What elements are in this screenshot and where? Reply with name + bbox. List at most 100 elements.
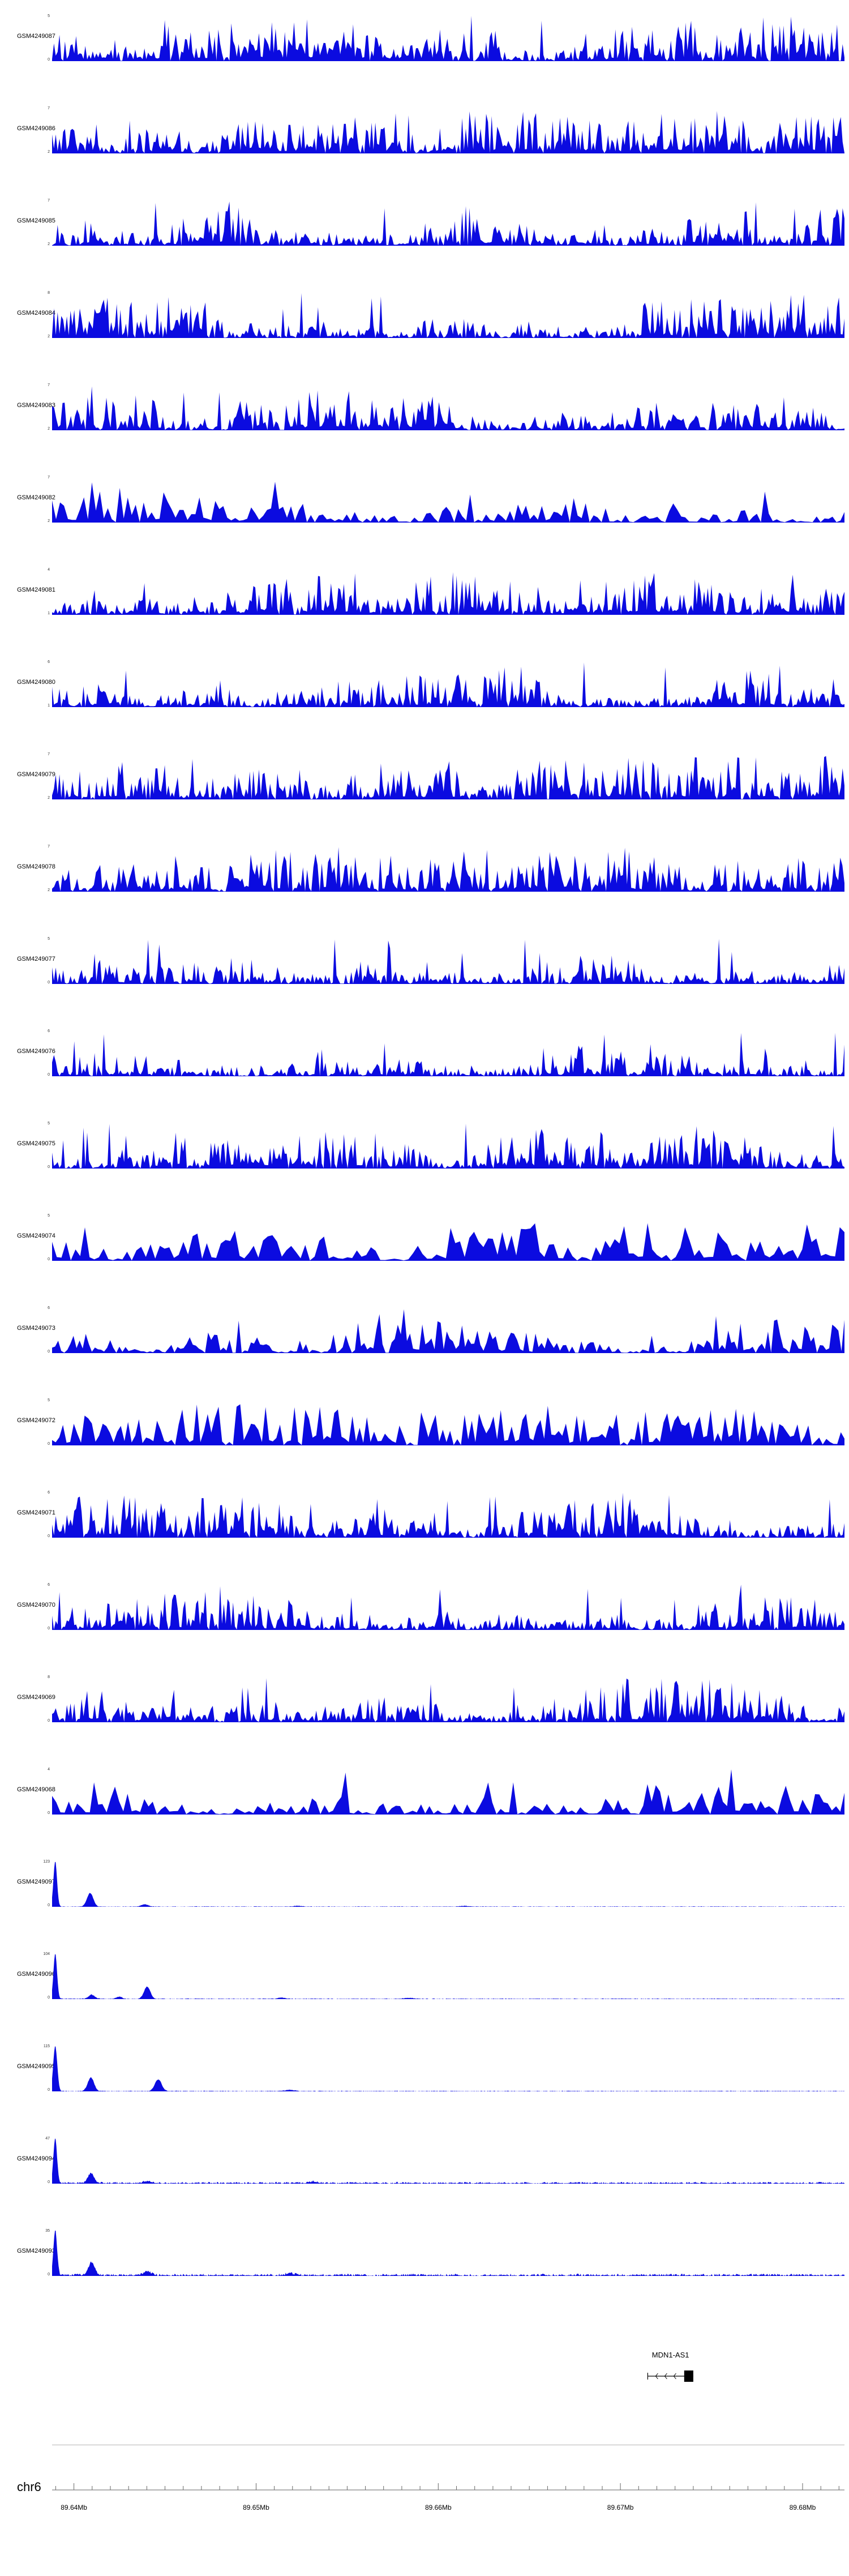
track-row: GSM4249087 5 0 bbox=[0, 7, 849, 99]
track-label: GSM4249078 bbox=[17, 863, 55, 870]
signal-plot bbox=[52, 2046, 844, 2091]
y-axis-max: 8 bbox=[48, 291, 50, 295]
track-label: GSM4249073 bbox=[17, 1325, 55, 1332]
signal-plot bbox=[52, 108, 844, 153]
track-label: GSM4249096 bbox=[17, 1971, 55, 1978]
y-axis-min: 2 bbox=[48, 150, 50, 154]
track-label: GSM4249080 bbox=[17, 679, 55, 686]
track-label: GSM4249093 bbox=[17, 2248, 55, 2254]
signal-area bbox=[52, 1678, 844, 1722]
track-row: GSM4249083 7 2 bbox=[0, 376, 849, 468]
y-axis-min: 0 bbox=[48, 1073, 50, 1077]
y-axis-min: 0 bbox=[48, 981, 50, 985]
signal-plot bbox=[52, 1308, 844, 1353]
y-axis-max: 5 bbox=[48, 1214, 50, 1218]
signal-area bbox=[52, 1585, 844, 1630]
track-label: GSM4249095 bbox=[17, 2063, 55, 2070]
track-label: GSM4249086 bbox=[17, 125, 55, 132]
track-row: GSM4249072 5 0 bbox=[0, 1391, 849, 1483]
signal-area bbox=[52, 756, 844, 799]
signal-plot bbox=[52, 662, 844, 707]
signal-area bbox=[52, 939, 844, 984]
track-row: GSM4249093 35 0 bbox=[0, 2222, 849, 2314]
signal-plot bbox=[52, 1862, 844, 1907]
axis-tick-label: 89.65Mb bbox=[243, 2504, 269, 2511]
y-axis-min: 2 bbox=[48, 888, 50, 892]
y-axis-max: 7 bbox=[48, 845, 50, 849]
track-row: GSM4249075 5 0 bbox=[0, 1114, 849, 1206]
signal-plot bbox=[52, 16, 844, 61]
track-label: GSM4249082 bbox=[17, 494, 55, 501]
track-label: GSM4249081 bbox=[17, 587, 55, 593]
signal-plot bbox=[52, 1954, 844, 1999]
y-axis-max: 6 bbox=[48, 660, 50, 664]
signal-area bbox=[52, 847, 844, 892]
y-axis-min: 0 bbox=[48, 1350, 50, 1354]
y-axis-min: 2 bbox=[48, 427, 50, 431]
track-label: GSM4249085 bbox=[17, 217, 55, 224]
signal-area bbox=[52, 662, 844, 707]
y-axis-min: 0 bbox=[48, 1165, 50, 1169]
y-axis-max: 4 bbox=[48, 568, 50, 572]
y-axis-max: 5 bbox=[48, 937, 50, 941]
signal-plot bbox=[52, 200, 844, 246]
signal-plot bbox=[52, 477, 844, 523]
signal-area bbox=[52, 572, 844, 615]
y-axis-min: 0 bbox=[48, 1719, 50, 1723]
signal-area bbox=[52, 1033, 844, 1076]
axis-tick-label: 89.67Mb bbox=[607, 2504, 634, 2511]
signal-area bbox=[52, 110, 844, 153]
y-axis-max: 7 bbox=[48, 383, 50, 387]
y-axis-max: 5 bbox=[48, 14, 50, 18]
y-axis-max: 8 bbox=[48, 1675, 50, 1679]
signal-area bbox=[52, 1769, 844, 1815]
track-label: GSM4249097 bbox=[17, 1878, 55, 1885]
y-axis-min: 0 bbox=[48, 2273, 50, 2277]
track-row: GSM4249070 6 0 bbox=[0, 1576, 849, 1668]
gene-model bbox=[647, 2370, 693, 2382]
signal-area bbox=[52, 1309, 844, 1353]
signal-area bbox=[52, 1954, 844, 1999]
signal-plot bbox=[52, 1031, 844, 1076]
y-axis-max: 104 bbox=[43, 1952, 50, 1956]
gene-name: MDN1-AS1 bbox=[651, 2351, 689, 2359]
y-axis-min: 0 bbox=[48, 1257, 50, 1261]
track-label: GSM4249077 bbox=[17, 956, 55, 962]
signal-plot bbox=[52, 2138, 844, 2184]
signal-area bbox=[52, 1123, 844, 1169]
track-label: GSM4249094 bbox=[17, 2155, 55, 2162]
y-axis-min: 0 bbox=[48, 1996, 50, 2000]
track-label: GSM4249068 bbox=[17, 1786, 55, 1793]
track-label: GSM4249075 bbox=[17, 1140, 55, 1147]
y-axis-min: 0 bbox=[48, 2088, 50, 2092]
track-row: GSM4249076 6 0 bbox=[0, 1022, 849, 1114]
y-axis-min: 0 bbox=[48, 2180, 50, 2184]
signal-area bbox=[52, 2046, 844, 2091]
y-axis-min: 1 bbox=[48, 704, 50, 708]
track-row: GSM4249097 123 0 bbox=[0, 1852, 849, 1945]
axis-tick-label: 89.64Mb bbox=[61, 2504, 87, 2511]
signal-area bbox=[52, 1223, 844, 1261]
axis-tick-label: 89.68Mb bbox=[789, 2504, 816, 2511]
y-axis-min: 0 bbox=[48, 1534, 50, 1538]
signal-plot bbox=[52, 1400, 844, 1445]
signal-plot bbox=[52, 570, 844, 615]
signal-area bbox=[52, 2138, 844, 2184]
y-axis-max: 5 bbox=[48, 1398, 50, 1402]
signal-plot bbox=[52, 754, 844, 799]
signal-plot bbox=[52, 1492, 844, 1538]
y-axis-max: 35 bbox=[45, 2229, 50, 2233]
y-axis-max: 123 bbox=[43, 1860, 50, 1864]
signal-plot bbox=[52, 1585, 844, 1630]
signal-plot bbox=[52, 1123, 844, 1169]
track-row: GSM4249074 5 0 bbox=[0, 1206, 849, 1299]
track-row: GSM4249086 7 2 bbox=[0, 99, 849, 191]
track-row: GSM4249094 47 0 bbox=[0, 2129, 849, 2222]
y-axis-min: 2 bbox=[48, 519, 50, 523]
y-axis-min: 0 bbox=[48, 1442, 50, 1446]
axis-tick-label: 89.66Mb bbox=[424, 2504, 452, 2511]
signal-plot bbox=[52, 846, 844, 892]
track-row: GSM4249084 8 2 bbox=[0, 284, 849, 376]
signal-area bbox=[52, 16, 844, 61]
